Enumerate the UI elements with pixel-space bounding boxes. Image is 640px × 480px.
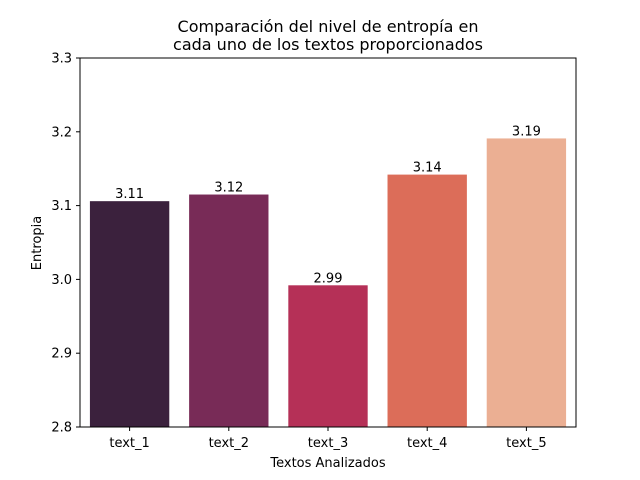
- y-tick-label-3.2: 3.2: [51, 125, 72, 140]
- chart-title-line-1: Comparación del nivel de entropía en: [178, 17, 479, 36]
- bars-group: 3.11 3.12 2.99 3.14 3.19: [89, 124, 567, 427]
- x-tick-label-text_2: text_2: [209, 436, 249, 451]
- bar-text_1: [89, 201, 170, 427]
- data-label-text_1: 3.11: [115, 187, 144, 202]
- x-tick-label-text_5: text_5: [506, 436, 546, 451]
- bar-text_4: [387, 174, 467, 427]
- bar-text_5: [486, 138, 567, 427]
- y-tick-label-3.3: 3.3: [51, 52, 72, 67]
- data-label-text_2: 3.12: [214, 181, 243, 196]
- data-label-text_3: 2.99: [314, 271, 343, 286]
- axes-group: text_1 text_2 text_3 text_4 text_5 2.8 2.9 3.0 3…: [51, 52, 577, 451]
- data-label-text_4: 3.14: [413, 161, 442, 176]
- x-tick-label-text_3: text_3: [308, 436, 348, 451]
- y-axis-label: Entropia: [30, 216, 45, 270]
- x-tick-label-text_4: text_4: [407, 436, 447, 451]
- x-tick-label-text_1: text_1: [109, 436, 149, 451]
- bar-text_2: [189, 194, 269, 427]
- bar-text_3: [288, 285, 368, 427]
- x-axis-label: Textos Analizados: [269, 456, 385, 471]
- chart-title-line-2: cada uno de los textos proporcionados: [173, 35, 483, 54]
- y-tick-label-3.1: 3.1: [51, 199, 72, 214]
- plot-frame: [79, 57, 577, 428]
- y-tick-label-2.8: 2.8: [51, 421, 72, 436]
- data-label-text_5: 3.19: [512, 124, 541, 139]
- y-tick-label-3.0: 3.0: [51, 273, 72, 288]
- y-tick-label-2.9: 2.9: [51, 347, 72, 362]
